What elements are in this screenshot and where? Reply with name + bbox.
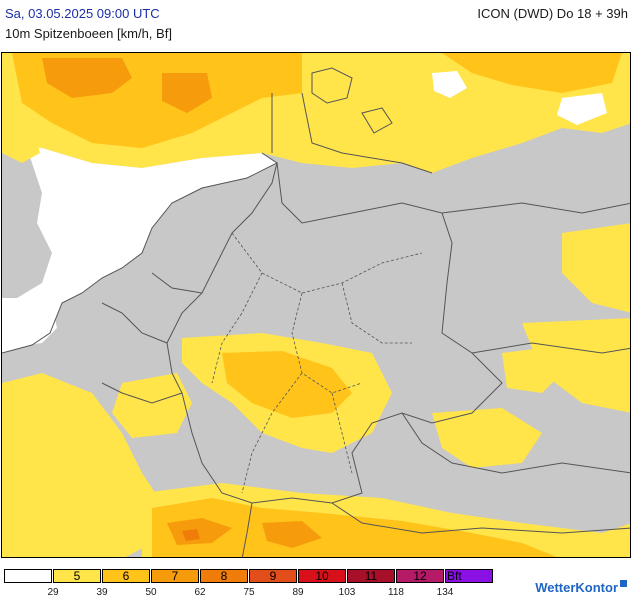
legend-swatch-bft12: 12 <box>396 569 444 583</box>
czech-gust-zone <box>432 408 542 468</box>
baltic-calm-patch-2 <box>557 93 607 125</box>
england-land <box>2 143 52 298</box>
baltic-orange-zone <box>442 53 622 93</box>
legend-swatch-bft8: 8 <box>200 569 248 583</box>
north-sea-orange-zone-2 <box>42 58 132 98</box>
legend-kmh-134: 134 <box>436 587 454 598</box>
alps-orange-zone <box>152 498 557 557</box>
legend-kmh-75: 75 <box>243 587 255 598</box>
england-yellow-coast <box>2 113 40 163</box>
model-run-label: ICON (DWD) Do 18 + 39h <box>477 6 628 21</box>
legend-kmh-89: 89 <box>292 587 304 598</box>
france-gust-zone <box>2 373 162 557</box>
parameter-label: 10m Spitzenboeen [km/h, Bf] <box>5 26 172 41</box>
legend-swatch-bft7: 7 <box>151 569 199 583</box>
alps-strong-zone-2 <box>262 521 322 548</box>
wetterkontor-logo[interactable]: WetterKontor <box>535 580 627 595</box>
state-borders <box>211 232 423 494</box>
benelux-gust-zone <box>112 373 192 438</box>
legend-kmh-50: 50 <box>145 587 157 598</box>
legend-swatch-bft5: 5 <box>53 569 101 583</box>
wind-gust-map <box>1 52 631 558</box>
sea-calm-area <box>2 143 277 353</box>
east-gust-band <box>562 223 630 313</box>
alps-strong-zone <box>167 518 232 545</box>
legend-kmh-39: 39 <box>96 587 108 598</box>
north-sea-orange-zone-3 <box>162 73 212 113</box>
country-borders <box>101 162 630 557</box>
legend-kmh-118: 118 <box>388 587 404 598</box>
legend-kmh-29: 29 <box>47 587 59 598</box>
legend-swatch-bft6: 6 <box>102 569 150 583</box>
legend-swatch-bft9: 9 <box>249 569 297 583</box>
legend-kmh-62: 62 <box>194 587 206 598</box>
wetterkontor-logo-icon <box>620 580 627 587</box>
legend-swatch-extreme: Bft <box>445 569 493 583</box>
legend-swatch-bft10: 10 <box>298 569 346 583</box>
coastline <box>2 67 433 354</box>
central-orange-zone <box>222 351 352 418</box>
map-title: Sa, 03.05.2025 09:00 UTC <box>5 6 160 21</box>
baltic-calm-patch <box>432 71 467 98</box>
sea-calm-area-channel <box>2 303 57 348</box>
legend-kmh-labels: 29 39 50 62 75 89 103 118 134 <box>4 587 504 599</box>
legend-kmh-103: 103 <box>338 587 356 598</box>
alps-strong-zone-3 <box>182 529 200 541</box>
poland-gust-zone <box>502 348 562 393</box>
legend: 5 6 7 8 9 10 11 12 Bft <box>4 569 494 585</box>
legend-swatch-calm <box>4 569 52 583</box>
logo-text: WetterKontor <box>535 580 618 595</box>
legend-swatch-bft11: 11 <box>347 569 395 583</box>
east-gust-band-2 <box>522 318 630 413</box>
